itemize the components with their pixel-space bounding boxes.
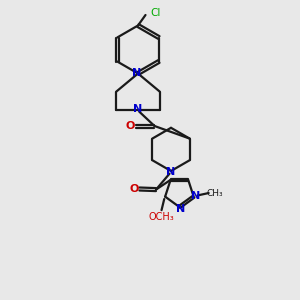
Text: CH₃: CH₃ <box>206 188 223 197</box>
Text: N: N <box>134 104 142 115</box>
Text: OCH₃: OCH₃ <box>148 212 174 222</box>
Text: O: O <box>126 121 135 131</box>
Text: Cl: Cl <box>150 8 160 19</box>
Text: N: N <box>167 167 176 177</box>
Text: N: N <box>176 203 185 214</box>
Text: O: O <box>129 184 139 194</box>
Text: N: N <box>132 68 141 79</box>
Text: N: N <box>191 191 201 201</box>
